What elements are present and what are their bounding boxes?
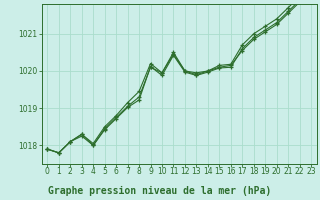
Text: Graphe pression niveau de la mer (hPa): Graphe pression niveau de la mer (hPa) [48,186,272,196]
